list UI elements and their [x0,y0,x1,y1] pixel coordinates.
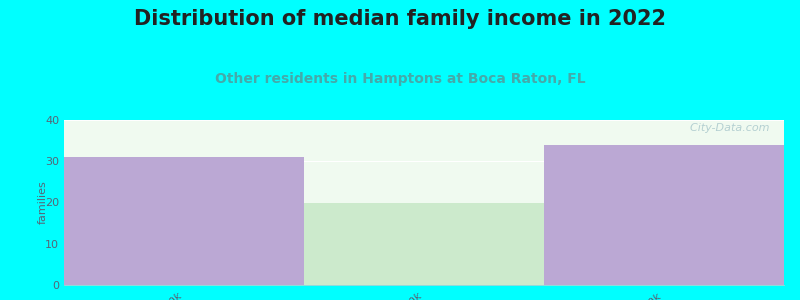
Y-axis label: families: families [38,181,47,224]
Bar [64,157,304,285]
Bar [544,145,784,285]
Bar [304,202,544,285]
Text: Other residents in Hamptons at Boca Raton, FL: Other residents in Hamptons at Boca Rato… [214,72,586,86]
Text: City-Data.com: City-Data.com [683,123,770,133]
Text: Distribution of median family income in 2022: Distribution of median family income in … [134,9,666,29]
